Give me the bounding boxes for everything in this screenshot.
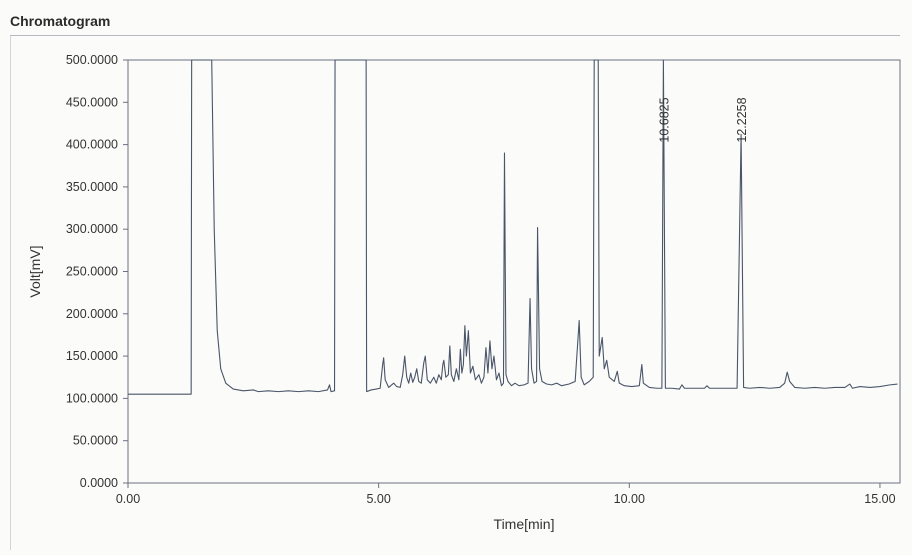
chart-axes bbox=[123, 59, 901, 488]
x-axis-title: Time[min] bbox=[494, 516, 555, 532]
y-tick-label: 100.0000 bbox=[66, 391, 118, 405]
peak-annotation: 12.2258 bbox=[735, 97, 749, 142]
chromatogram-chart: 0.0000 50.0000 100.0000 150.0000 200.0000 250… bbox=[27, 53, 901, 532]
plot-frame bbox=[127, 59, 901, 484]
y-tick-label: 300.0000 bbox=[66, 222, 118, 236]
chart-title: Chromatogram bbox=[10, 13, 111, 29]
x-tick-label: 0.00 bbox=[116, 492, 140, 506]
x-tick-label: 15.00 bbox=[864, 492, 895, 506]
y-tick-label: 400.0000 bbox=[66, 138, 118, 152]
y-tick-label: 50.0000 bbox=[73, 434, 118, 448]
y-tick-label: 350.0000 bbox=[66, 180, 118, 194]
title-divider bbox=[10, 35, 900, 36]
y-tick-label: 150.0000 bbox=[66, 349, 118, 363]
chart-panel: 0.0000 50.0000 100.0000 150.0000 200.0000 250… bbox=[10, 36, 909, 550]
y-axis-title: Volt[mV] bbox=[27, 245, 43, 297]
y-tick-label: 200.0000 bbox=[66, 307, 118, 321]
series-line bbox=[128, 59, 898, 395]
y-tick-label: 250.0000 bbox=[66, 265, 118, 279]
peak-annotation: 10.6825 bbox=[658, 97, 672, 142]
x-tick-label: 10.00 bbox=[614, 492, 645, 506]
y-tick-label: 450.0000 bbox=[66, 95, 118, 109]
y-tick-label: 500.0000 bbox=[66, 53, 118, 67]
y-tick-label: 0.0000 bbox=[80, 476, 118, 490]
x-tick-label: 5.00 bbox=[366, 492, 390, 506]
chart-labels: 0.0000 50.0000 100.0000 150.0000 200.0000 250… bbox=[27, 53, 896, 532]
chart-series bbox=[128, 59, 898, 395]
